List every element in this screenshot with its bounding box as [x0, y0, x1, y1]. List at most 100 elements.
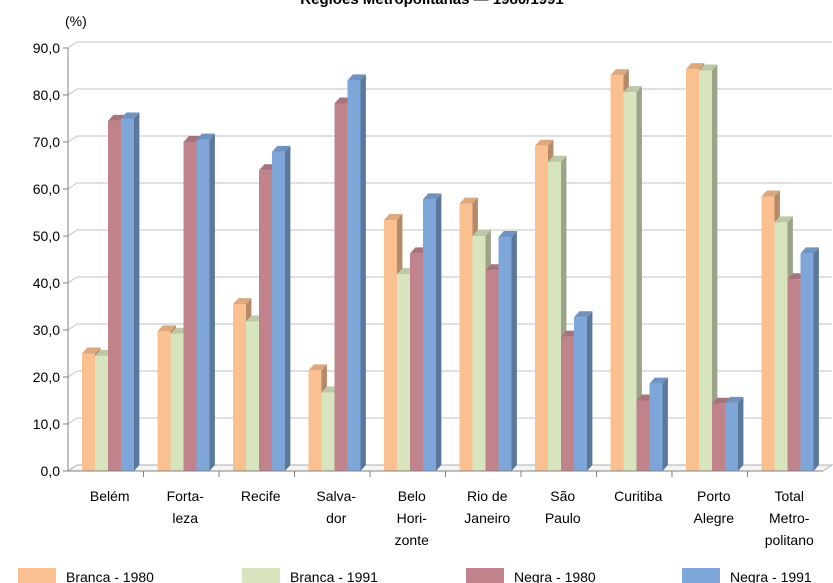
- bar: [623, 86, 642, 472]
- bar: [423, 193, 442, 471]
- x-category-label: São: [550, 488, 575, 504]
- x-category-label: Curitiba: [614, 488, 662, 504]
- gridline-depth: [67, 323, 78, 331]
- bar-front: [410, 253, 423, 471]
- bar-top: [800, 247, 819, 254]
- bar-front: [423, 199, 436, 471]
- bar-front: [725, 402, 738, 471]
- bar-front: [108, 120, 121, 471]
- bar-top: [774, 216, 793, 223]
- bar-front: [498, 236, 512, 471]
- bar-top: [574, 311, 593, 318]
- bar-front: [246, 321, 259, 471]
- x-category-label: dor: [326, 510, 347, 526]
- bar-side: [134, 112, 140, 471]
- bar-front: [183, 142, 197, 471]
- y-tick-label: 70,0: [33, 134, 60, 150]
- bar-front: [259, 170, 272, 471]
- bar-front: [712, 403, 725, 471]
- y-tick-label: 20,0: [33, 369, 60, 385]
- y-tick-label: 60,0: [33, 181, 60, 197]
- bar-front: [397, 274, 410, 471]
- x-category-label: Metro-: [769, 510, 810, 526]
- bar: [800, 247, 819, 471]
- bar-front: [272, 151, 285, 471]
- bar-front: [196, 139, 210, 471]
- gridline-depth: [67, 88, 78, 96]
- gridline-depth: [67, 41, 78, 49]
- bar-front: [472, 236, 486, 471]
- bar-side: [738, 396, 744, 471]
- x-category-label: politano: [765, 532, 814, 548]
- bar-side: [436, 193, 442, 471]
- bar-front: [384, 220, 397, 471]
- bar: [347, 74, 366, 472]
- bar-top: [196, 133, 215, 140]
- bar-top: [423, 193, 442, 200]
- bar-top: [459, 197, 478, 204]
- bar-front: [610, 75, 624, 471]
- bar: [498, 230, 517, 471]
- bar-top: [347, 74, 366, 81]
- bar-front: [121, 118, 134, 471]
- legend: Branca - 1980 Branca - 1991 Negra - 1980 Ne…: [18, 568, 812, 583]
- gridline-depth: [67, 229, 78, 237]
- gridline-depth: [67, 182, 78, 190]
- x-category-label: Hori-: [397, 510, 428, 526]
- bar-front: [334, 103, 348, 472]
- x-category-label: Janeiro: [464, 510, 510, 526]
- x-category-label: Paulo: [545, 510, 581, 526]
- bar-front: [485, 270, 499, 471]
- bar-front: [95, 355, 108, 471]
- bar: [699, 64, 718, 471]
- y-tick-labels: 0,0 10,0 20,0 30,0 40,0 50,0 60,0 70,0 80,0 90,0: [33, 40, 60, 479]
- bar-top: [610, 69, 629, 76]
- x-category-label: leza: [172, 510, 198, 526]
- bar-front: [535, 145, 548, 471]
- bar-top: [699, 64, 718, 71]
- bar-front: [548, 161, 561, 472]
- bar-top: [308, 364, 327, 371]
- legend-swatch: [18, 568, 56, 583]
- bar-top: [686, 63, 705, 70]
- bar: [121, 112, 140, 471]
- bar-side: [587, 311, 593, 471]
- bar-front: [774, 222, 788, 471]
- bar-side: [662, 377, 668, 471]
- legend-label: Branca - 1980: [66, 569, 154, 583]
- bar-top: [157, 325, 176, 332]
- legend-swatch: [466, 568, 504, 583]
- bar-side: [511, 230, 517, 471]
- x-category-label: Rio de: [467, 488, 508, 504]
- y-tick-label: 50,0: [33, 228, 60, 244]
- gridline-depth: [67, 276, 78, 284]
- x-category-label: Recife: [241, 488, 281, 504]
- bar: [574, 311, 593, 471]
- bar-front: [157, 331, 171, 471]
- x-category-label: Salva-: [316, 488, 356, 504]
- bar: [649, 377, 668, 471]
- bar-front: [787, 279, 801, 471]
- bar-front: [800, 253, 814, 471]
- bar-top: [121, 112, 140, 119]
- x-category-label: Belo: [398, 488, 426, 504]
- y-axis-label: (%): [65, 13, 87, 29]
- axes: [63, 47, 823, 477]
- y-tick-label: 80,0: [33, 87, 60, 103]
- legend-label: Negra - 1991: [730, 569, 812, 583]
- bar-side: [209, 133, 215, 471]
- bar-side: [813, 247, 819, 471]
- bar-front: [636, 400, 650, 471]
- legend-swatch: [682, 568, 720, 583]
- bar-front: [459, 203, 473, 471]
- y-tick-label: 30,0: [33, 322, 60, 338]
- bar-top: [548, 155, 567, 162]
- bar-front: [233, 304, 246, 471]
- x-category-label: Porto: [697, 488, 731, 504]
- legend-label: Negra - 1980: [514, 569, 596, 583]
- gridline-depth: [67, 135, 78, 143]
- bar-front: [308, 370, 322, 471]
- bar-front: [561, 336, 574, 471]
- bar-series-group: [82, 63, 819, 472]
- bar-top: [472, 230, 491, 236]
